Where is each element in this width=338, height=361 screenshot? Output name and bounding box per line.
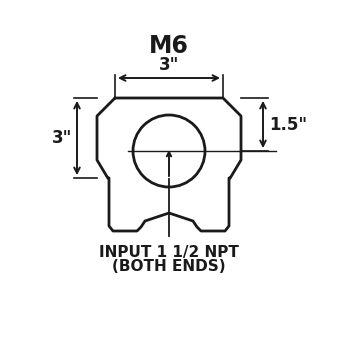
Text: 3": 3" xyxy=(159,56,179,74)
Text: INPUT 1 1/2 NPT: INPUT 1 1/2 NPT xyxy=(99,245,239,260)
Text: 1.5": 1.5" xyxy=(269,116,307,134)
Text: M6: M6 xyxy=(149,34,189,58)
Text: (BOTH ENDS): (BOTH ENDS) xyxy=(112,259,226,274)
Text: 3": 3" xyxy=(52,129,72,147)
